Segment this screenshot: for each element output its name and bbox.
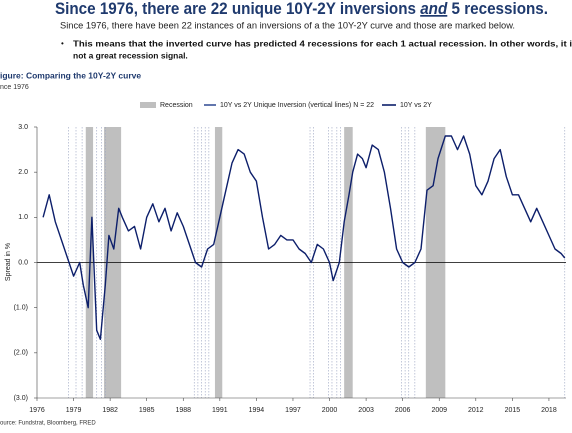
x-tick-label: 1988	[175, 407, 191, 414]
x-tick-label: 1994	[249, 407, 265, 414]
series-line	[42, 135, 566, 340]
x-tick-label: 1985	[139, 407, 155, 414]
legend-label: 10Y vs 2Y Unique Inversion (vertical lin…	[220, 102, 374, 109]
x-tick-label: 1991	[212, 407, 228, 414]
x-tick-label: 1976	[29, 407, 45, 414]
bullet-text: not a great recession signal.	[73, 50, 188, 60]
x-tick-label: 1982	[102, 407, 118, 414]
legend-label: 10Y vs 2Y	[400, 102, 432, 109]
x-tick-label: 2018	[541, 407, 557, 414]
figure-subtitle: nce 1976	[0, 84, 29, 91]
y-tick-label: (3.0)	[14, 395, 28, 402]
y-tick-label: 3.0	[18, 124, 28, 131]
y-tick-label: (1.0)	[14, 305, 28, 312]
y-tick-label: 1.0	[18, 214, 28, 221]
y-tick-label: 0.0	[18, 259, 28, 266]
x-tick-label: 2000	[322, 407, 338, 414]
y-tick-label: 2.0	[18, 169, 28, 176]
title-part: Since 1976, there are 22 unique 10Y-2Y i…	[55, 0, 420, 18]
bullet-text: This means that the inverted curve has p…	[73, 38, 572, 48]
title-emphasis: and	[420, 0, 448, 18]
x-tick-label: 2009	[431, 407, 447, 414]
x-tick-label: 2015	[505, 407, 521, 414]
slide-title: Since 1976, there are 22 unique 10Y-2Y i…	[55, 0, 548, 18]
bullet: •	[61, 39, 64, 48]
legend-label: Recession	[160, 102, 193, 109]
x-tick-label: 2012	[468, 407, 484, 414]
figure-title: igure: Comparing the 10Y-2Y curve	[0, 70, 141, 80]
y-tick-label: (2.0)	[14, 350, 28, 357]
source: ource: Fundstrat, Bloomberg, FRED	[0, 421, 96, 427]
slide-subtitle: Since 1976, there have been 22 instances…	[60, 20, 515, 30]
x-tick-label: 1997	[285, 407, 301, 414]
legend-swatch	[140, 102, 156, 108]
x-tick-label: 2003	[358, 407, 374, 414]
x-tick-label: 2006	[395, 407, 411, 414]
x-tick-label: 1979	[66, 407, 82, 414]
y-axis-label: Spread in %	[5, 243, 12, 281]
title-part: 5 recessions.	[447, 0, 548, 18]
